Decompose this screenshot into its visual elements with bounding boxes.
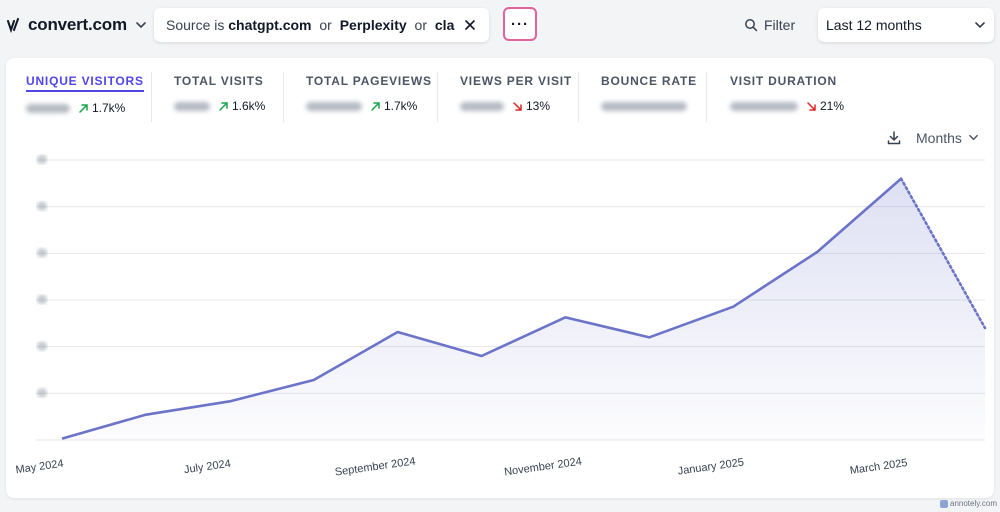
site-name: convert.com [28, 15, 127, 34]
filter-value: claud... [434, 17, 455, 33]
y-tick-label-redacted [37, 201, 47, 211]
search-icon [744, 18, 758, 32]
series-line-incomplete [899, 177, 987, 330]
arrow-down-icon [512, 101, 523, 112]
metric-label: VISIT DURATION [730, 74, 837, 88]
metric-label: TOTAL VISITS [174, 74, 264, 88]
top-bar: convert.com Source is chatgpt.com or Per… [0, 0, 1000, 56]
period-select[interactable]: Last 12 months [818, 8, 994, 42]
site-switcher[interactable]: convert.com [6, 12, 147, 38]
y-tick-label-redacted [37, 295, 47, 304]
metric-visit-duration[interactable]: VISIT DURATION 21% [730, 72, 844, 124]
metric-value-redacted [174, 101, 210, 111]
metric-label: TOTAL PAGEVIEWS [306, 74, 432, 88]
close-icon[interactable] [463, 18, 477, 32]
chart-tools: Months [886, 128, 980, 148]
metric-bounce-rate[interactable]: BOUNCE RATE [601, 72, 697, 124]
metric-change: 21% [806, 99, 844, 113]
y-tick-label-redacted [37, 388, 47, 398]
annotely-logo-icon [940, 499, 948, 508]
metric-change-value: 1.7k% [92, 101, 126, 115]
metric-change-value: 1.7k% [384, 99, 418, 113]
filter-prefix: Source is [166, 17, 225, 33]
x-tick-label: September 2024 [334, 455, 416, 478]
interval-select[interactable]: Months [916, 130, 980, 146]
y-tick-label-redacted [37, 155, 47, 164]
download-icon[interactable] [886, 130, 902, 146]
arrow-up-icon [78, 103, 89, 114]
series-area [62, 178, 985, 440]
metric-value-redacted [460, 101, 504, 111]
divider [283, 72, 284, 122]
filter-joiner: or [319, 17, 332, 33]
metric-value-redacted [601, 101, 687, 111]
arrow-up-icon [370, 101, 381, 112]
x-tick-label: November 2024 [503, 456, 582, 479]
chevron-down-icon [135, 19, 147, 31]
filter-button[interactable]: Filter [744, 14, 795, 36]
period-label: Last 12 months [826, 17, 922, 33]
x-tick-label: May 2024 [15, 458, 65, 477]
logo-icon [6, 17, 20, 33]
metric-label: VIEWS PER VISIT [460, 74, 573, 88]
chevron-down-icon [968, 132, 980, 144]
metric-total-visits[interactable]: TOTAL VISITS 1.6k% [174, 72, 265, 124]
divider [437, 72, 438, 122]
metric-label: UNIQUE VISITORS [26, 74, 144, 92]
metric-value-redacted [730, 101, 798, 111]
metric-change: 1.7k% [78, 101, 125, 115]
y-tick-label-redacted [37, 341, 47, 351]
filter-text: Source is chatgpt.com or Perplexity or c… [166, 17, 455, 33]
metric-change: 1.6k% [218, 99, 265, 113]
filter-joiner: or [414, 17, 427, 33]
divider [706, 72, 707, 122]
more-filters-button[interactable]: ··· [503, 7, 537, 41]
watermark-text: annotely.com [950, 499, 997, 508]
metric-change-value: 1.6k% [232, 99, 266, 113]
metric-change: 1.7k% [370, 99, 417, 113]
filter-button-label: Filter [764, 17, 796, 33]
metric-value-redacted [26, 103, 70, 113]
metric-change: 13% [512, 99, 550, 113]
filter-value: Perplexity [339, 17, 407, 33]
x-tick-label: July 2024 [183, 458, 231, 476]
watermark: annotely.com [940, 499, 997, 508]
divider [578, 72, 579, 122]
metric-change-value: 13% [526, 99, 551, 113]
filter-value: chatgpt.com [228, 17, 312, 33]
x-tick-label: January 2025 [677, 456, 745, 477]
metric-unique-visitors[interactable]: UNIQUE VISITORS 1.7k% [26, 72, 144, 124]
source-filter-pill[interactable]: Source is chatgpt.com or Perplexity or c… [154, 8, 489, 42]
metric-views-per-visit[interactable]: VIEWS PER VISIT 13% [460, 72, 572, 124]
x-tick-label: March 2025 [849, 457, 908, 477]
metric-total-pageviews[interactable]: TOTAL PAGEVIEWS 1.7k% [306, 72, 432, 124]
interval-label: Months [916, 130, 962, 146]
metric-change-value: 21% [820, 99, 845, 113]
divider [151, 72, 152, 122]
y-tick-label-redacted [37, 248, 47, 258]
metric-value-redacted [306, 101, 362, 111]
arrow-down-icon [806, 101, 817, 112]
arrow-up-icon [218, 101, 229, 112]
chevron-down-icon [974, 19, 986, 31]
metric-label: BOUNCE RATE [601, 74, 697, 88]
